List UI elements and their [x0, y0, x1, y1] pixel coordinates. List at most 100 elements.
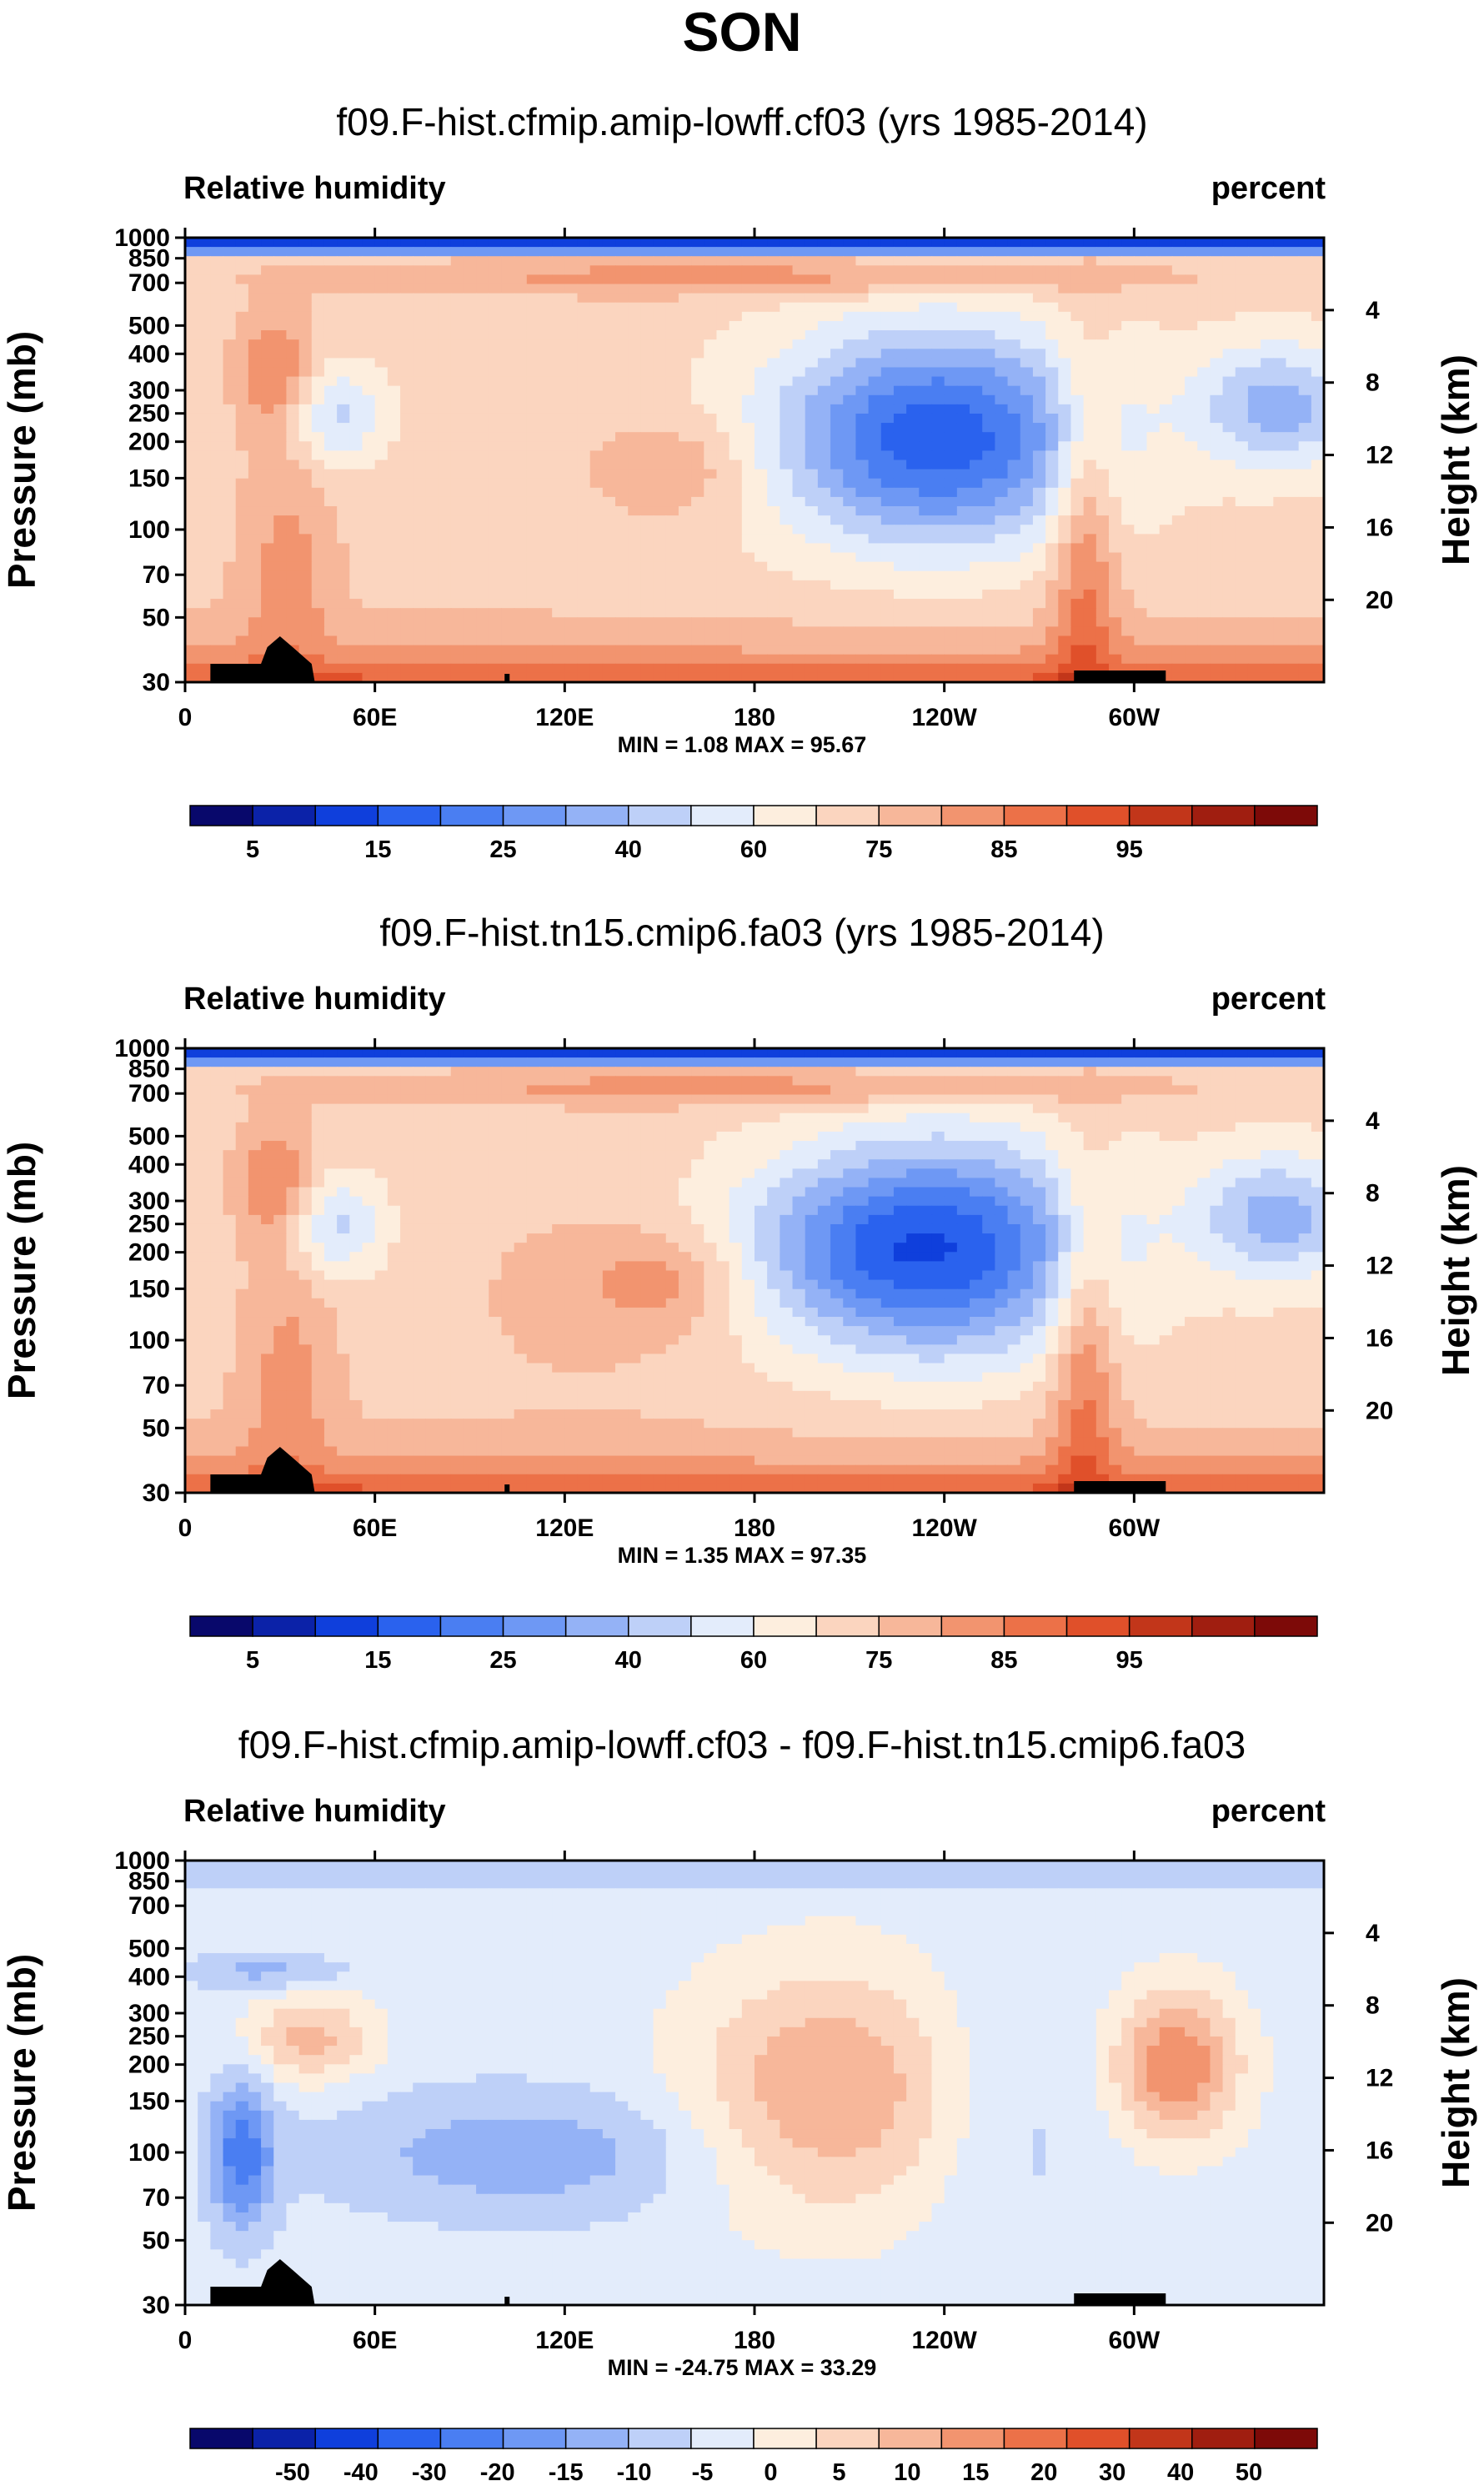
- field-cell: [489, 635, 503, 646]
- field-cell: [628, 626, 641, 637]
- field-cell: [552, 367, 565, 378]
- field-cell: [210, 1103, 224, 1114]
- field-cell: [1298, 635, 1312, 646]
- field-cell: [1171, 293, 1186, 304]
- field-cell: [185, 515, 198, 525]
- field-cell: [919, 432, 933, 442]
- field-cell: [1286, 450, 1300, 461]
- field-cell: [476, 1057, 489, 1067]
- field-cell: [970, 663, 983, 674]
- field-cell: [1247, 423, 1261, 433]
- field-cell: [1261, 506, 1274, 516]
- field-cell: [1108, 1057, 1122, 1067]
- field-cell: [400, 617, 414, 627]
- field-cell: [577, 404, 591, 414]
- field-cell: [387, 265, 401, 276]
- field-cell: [780, 570, 794, 581]
- field-cell: [501, 506, 515, 516]
- field-cell: [387, 672, 401, 683]
- field-cell: [956, 626, 970, 637]
- field-cell: [1210, 330, 1224, 340]
- field-cell: [1095, 358, 1110, 369]
- field-cell: [805, 1067, 819, 1077]
- field-cell: [400, 589, 414, 600]
- field-cell: [919, 247, 933, 257]
- field-cell: [1045, 293, 1059, 304]
- field-cell: [223, 617, 237, 627]
- field-cell: [1171, 645, 1186, 655]
- field-cell: [539, 580, 553, 590]
- field-cell: [323, 265, 338, 276]
- field-cell: [438, 543, 452, 554]
- field-cell: [931, 617, 945, 627]
- field-cell: [577, 238, 591, 248]
- field-cell: [1298, 367, 1312, 378]
- field-cell: [741, 626, 755, 637]
- field-cell: [855, 496, 870, 507]
- field-cell: [653, 404, 667, 414]
- field-cell: [413, 460, 426, 470]
- field-cell: [589, 284, 604, 294]
- field-cell: [1058, 284, 1072, 294]
- field-cell: [387, 654, 401, 665]
- field-cell: [1083, 525, 1097, 535]
- field-cell: [463, 293, 477, 304]
- field-cell: [1210, 441, 1224, 451]
- field-cell: [691, 1048, 704, 1058]
- field-cell: [906, 626, 920, 637]
- field-cell: [374, 404, 389, 414]
- field-cell: [1007, 1048, 1021, 1058]
- field-cell: [767, 515, 780, 525]
- field-cell: [944, 1094, 958, 1105]
- field-cell: [995, 1048, 1009, 1058]
- field-cell: [1083, 635, 1097, 646]
- field-cell: [185, 580, 198, 590]
- field-cell: [1007, 284, 1021, 294]
- field-cell: [755, 515, 768, 525]
- field-cell: [919, 367, 933, 378]
- field-cell: [298, 1085, 313, 1096]
- field-cell: [552, 506, 565, 516]
- field-cell: [704, 496, 718, 507]
- field-cell: [311, 238, 325, 248]
- field-cell: [1298, 506, 1312, 516]
- field-cell: [956, 570, 970, 581]
- field-cell: [944, 672, 958, 683]
- field-cell: [1159, 515, 1173, 525]
- field-cell: [589, 293, 604, 304]
- field-cell: [1121, 626, 1135, 637]
- field-cell: [1247, 1085, 1261, 1096]
- field-cell: [868, 394, 882, 405]
- field-cell: [653, 599, 667, 609]
- field-cell: [400, 1103, 414, 1114]
- field-cell: [198, 672, 211, 683]
- field-cell: [450, 404, 464, 414]
- field-cell: [1286, 645, 1300, 655]
- field-cell: [463, 413, 477, 424]
- field-cell: [1070, 580, 1085, 590]
- field-cell: [1095, 265, 1110, 276]
- field-cell: [1222, 672, 1236, 683]
- field-cell: [1197, 543, 1211, 554]
- field-cell: [944, 645, 958, 655]
- field-cell: [539, 358, 553, 369]
- field-cell: [880, 256, 895, 266]
- field-cell: [729, 385, 743, 396]
- field-cell: [450, 478, 464, 489]
- field-cell: [653, 478, 667, 489]
- field-cell: [805, 238, 819, 248]
- field-cell: [1197, 358, 1211, 369]
- field-cell: [855, 525, 870, 535]
- field-cell: [298, 599, 313, 609]
- field-cell: [298, 460, 313, 470]
- field-cell: [893, 247, 907, 257]
- field-cell: [868, 589, 882, 600]
- field-cell: [387, 385, 401, 396]
- field-cell: [830, 487, 844, 498]
- field-cell: [970, 1085, 983, 1096]
- field-cell: [1159, 1076, 1173, 1087]
- field-cell: [552, 608, 565, 618]
- field-cell: [577, 367, 591, 378]
- field-cell: [248, 302, 262, 313]
- field-cell: [970, 654, 983, 665]
